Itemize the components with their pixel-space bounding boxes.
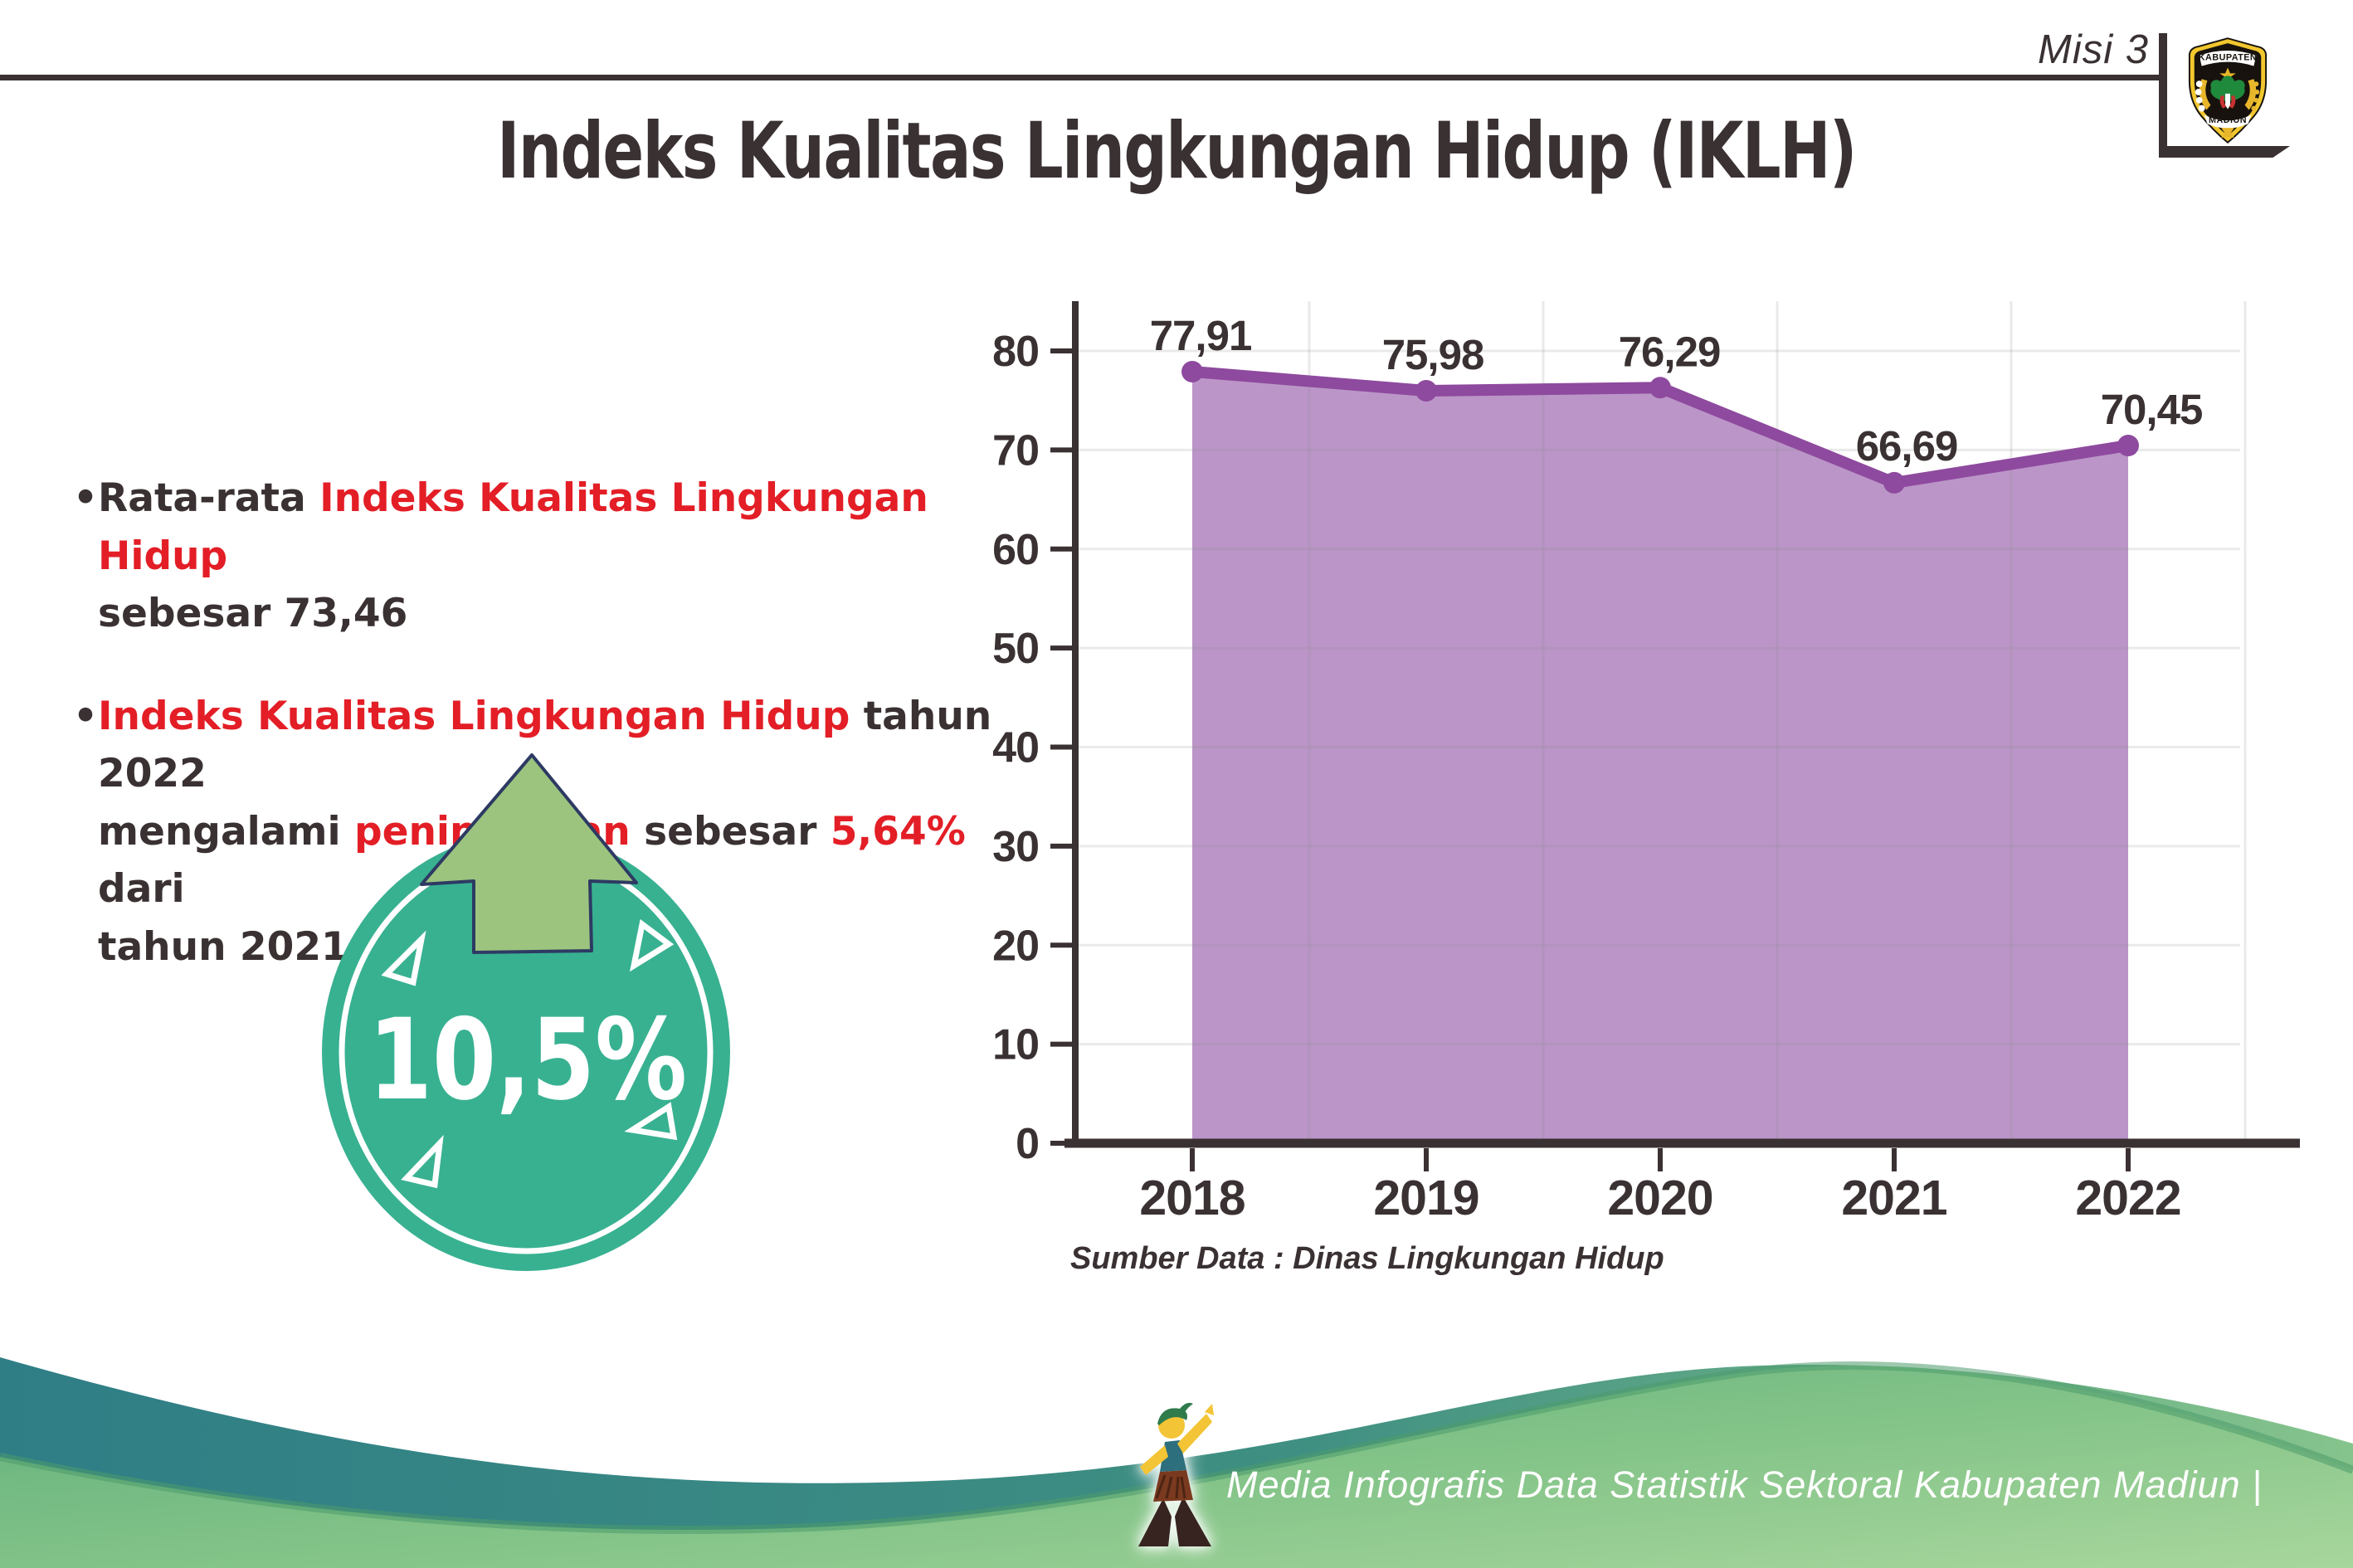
- logo-frame-ribbon: [2159, 146, 2290, 158]
- crest-shield: KABUPATEN MADIUN: [2188, 37, 2268, 144]
- footer-front-wave: [0, 1366, 2353, 1568]
- data-label: 75,98: [1382, 331, 1484, 378]
- badge-value: 10,5%: [368, 995, 687, 1125]
- logo-right-flame-icon: [2229, 95, 2236, 109]
- logo-top-text: KABUPATEN: [2199, 53, 2257, 63]
- logo-ribbon-icon: [2221, 128, 2234, 138]
- kabupaten-madiun-logo-icon: KABUPATEN MADIUN: [2188, 37, 2268, 144]
- x-tick-label: 2022: [2075, 1171, 2180, 1225]
- mission-label: Misi 3: [2038, 27, 2149, 72]
- badge-tick-upper-left: [381, 930, 426, 986]
- data-label: 70,45: [2101, 386, 2203, 433]
- page-title: Indeks Kualitas Lingkungan Hidup (IKLH): [497, 106, 1857, 197]
- logo-bottom-text: MADIUN: [2209, 115, 2247, 125]
- logo-right-wing-icon: [2244, 79, 2257, 110]
- data-label: 77,91: [1150, 312, 1252, 359]
- header-rule: [0, 75, 2159, 80]
- x-tick-label: 2020: [1607, 1171, 1712, 1225]
- badge-tick-lower-left: [401, 1134, 444, 1189]
- data-point: [1649, 377, 1671, 399]
- bullet-marker: •: [73, 475, 99, 521]
- x-tick-label: 2019: [1373, 1171, 1479, 1225]
- data-label: 66,69: [1856, 422, 1958, 470]
- data-label: 76,29: [1619, 328, 1721, 375]
- data-point: [2117, 435, 2139, 457]
- x-tick-label: 2021: [1841, 1171, 1946, 1225]
- y-tick-label: 10: [992, 1021, 1039, 1069]
- footer-wave-edge: [0, 1361, 2353, 1535]
- badge-tick-upper-right: [629, 918, 675, 972]
- up-arrow-icon: [420, 753, 638, 954]
- logo-left-flame-icon: [2219, 95, 2227, 109]
- chart-source: Sumber Data : Dinas Lingkungan Hidup: [1070, 1241, 1664, 1276]
- logo-frame-vertical: [2159, 33, 2167, 158]
- series-line: [1186, 365, 2134, 489]
- dancer-mascot-icon: [1138, 1402, 1214, 1546]
- y-tick-label: 0: [1016, 1120, 1039, 1168]
- area-fill: [1192, 371, 2128, 1141]
- bullet-marker: •: [73, 693, 99, 739]
- y-tick-label: 70: [992, 426, 1039, 475]
- footer-caption: Media Infografis Data Statistik Sektoral…: [1226, 1463, 2263, 1506]
- x-tick-label: 2018: [1139, 1171, 1245, 1225]
- bullet-average: •Rata-rata Indeks Kualitas Lingkungan Hi…: [73, 475, 928, 637]
- logo-star-icon: [2219, 67, 2236, 83]
- y-tick-label: 80: [992, 328, 1039, 376]
- data-point: [1415, 379, 1437, 402]
- increase-badge: 10,5%: [322, 753, 730, 1271]
- data-point: [1181, 360, 1203, 382]
- badge-tick-lower-right: [624, 1102, 678, 1141]
- data-point: [1883, 471, 1905, 494]
- summary-bullets: •Rata-rata Indeks Kualitas Lingkungan Hi…: [73, 470, 1027, 1020]
- logo-left-wing-icon: [2199, 79, 2211, 110]
